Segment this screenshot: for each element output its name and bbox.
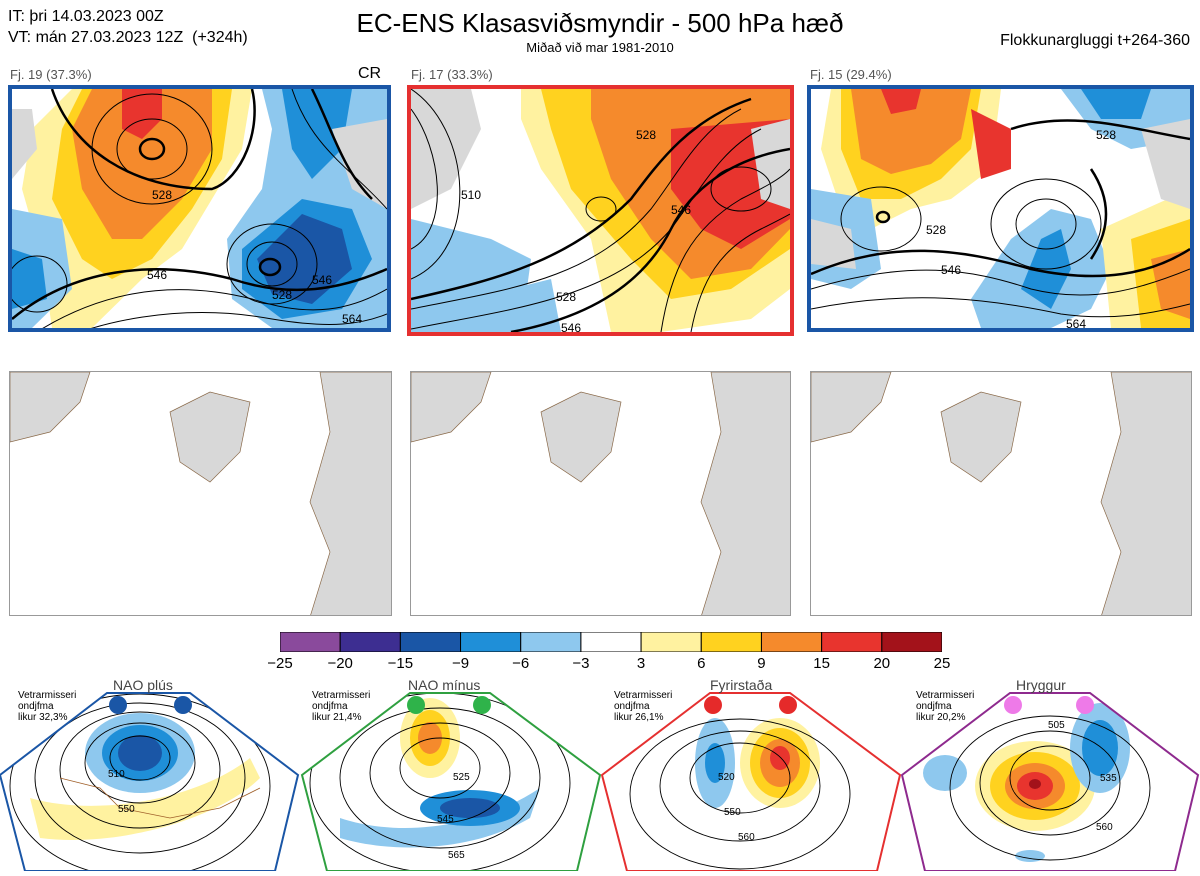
cluster-map-1: 528 546 528 546 564 xyxy=(8,85,391,332)
colorbar-swatch xyxy=(760,631,823,653)
svg-text:546: 546 xyxy=(671,203,691,217)
regime-4-name: Hryggur xyxy=(1016,677,1066,693)
cluster-map-3: 528 546 528 564 xyxy=(807,85,1194,332)
regime-2-dot-a xyxy=(407,696,425,714)
colorbar-tick-label: −3 xyxy=(572,655,590,672)
regime-1-dot-a xyxy=(109,696,127,714)
regime-3-note: Vetrarmisseri ondjfma likur 26,1% xyxy=(614,690,673,723)
anomaly-map-1 xyxy=(9,371,392,616)
colorbar-swatch xyxy=(399,631,462,653)
regime-4-dot-b xyxy=(1076,696,1094,714)
colorbar-swatch xyxy=(279,631,341,653)
colorbar-tick-label: −20 xyxy=(327,655,353,672)
regime-3-contour-b: 550 xyxy=(724,807,741,818)
colorbar-swatch xyxy=(881,631,943,653)
svg-text:528: 528 xyxy=(926,223,946,237)
regime-4-contour-a: 505 xyxy=(1048,720,1065,731)
colorbar-swatch xyxy=(580,631,642,653)
cluster-3-label: Fj. 15 (29.4%) xyxy=(810,67,892,82)
regime-4-dot-a xyxy=(1004,696,1022,714)
colorbar-swatch xyxy=(520,631,582,653)
colorbar-tick-label: 20 xyxy=(873,655,891,672)
header-info: IT: þri 14.03.2023 00Z VT: mán 27.03.202… xyxy=(8,6,248,48)
regime-1-dot-b xyxy=(174,696,192,714)
regime-1-note: Vetrarmisseri ondjfma likur 32,3% xyxy=(18,690,77,723)
classification-window: Flokkunargluggi t+264-360 xyxy=(1000,32,1190,49)
anomaly-map-3 xyxy=(810,371,1192,616)
svg-text:546: 546 xyxy=(941,263,961,277)
colorbar-tick-label: 6 xyxy=(697,655,706,672)
colorbar-tick-label: −25 xyxy=(267,655,293,672)
regime-3-name: Fyrirstaða xyxy=(710,677,773,693)
anomaly-map-2 xyxy=(410,371,791,616)
regime-2-dot-b xyxy=(473,696,491,714)
svg-text:510: 510 xyxy=(461,188,481,202)
regime-1-contour-b: 550 xyxy=(118,804,135,815)
colorbar-swatch xyxy=(640,631,702,653)
svg-text:528: 528 xyxy=(152,188,172,202)
cluster-1-label: Fj. 19 (37.3%) xyxy=(10,67,92,82)
colorbar-swatch xyxy=(700,631,762,653)
colorbar-tick-label: 9 xyxy=(757,655,766,672)
initial-time: IT: þri 14.03.2023 00Z xyxy=(8,8,164,25)
regime-2-contour-c: 565 xyxy=(448,850,465,861)
regime-1-name: NAO plús xyxy=(113,677,173,693)
cluster-2-label: Fj. 17 (33.3%) xyxy=(411,67,493,82)
regime-3-contour-c: 560 xyxy=(738,832,755,843)
regime-2-contour-b: 545 xyxy=(437,814,454,825)
svg-text:546: 546 xyxy=(561,321,581,332)
svg-text:528: 528 xyxy=(556,290,576,304)
svg-text:546: 546 xyxy=(312,273,332,287)
regime-3-contour-a: 520 xyxy=(718,772,735,783)
regime-3-dot-a xyxy=(704,696,722,714)
colorbar-tick-label: −9 xyxy=(451,655,470,672)
colorbar-swatch xyxy=(339,631,401,653)
page-subtitle: Miðað við mar 1981-2010 xyxy=(526,40,674,55)
regime-2-name: NAO mínus xyxy=(408,677,481,693)
regime-1-contour-a: 510 xyxy=(108,769,125,780)
colorbar-tick-label: −6 xyxy=(512,655,530,672)
svg-text:528: 528 xyxy=(272,288,292,302)
regime-3-dot-b xyxy=(779,696,797,714)
svg-text:546: 546 xyxy=(147,268,167,282)
regime-fans xyxy=(0,692,1200,872)
valid-time: VT: mán 27.03.2023 12Z (+324h) xyxy=(8,29,248,46)
page-title: EC-ENS Klasasviðsmyndir - 500 hPa hæð xyxy=(356,8,844,38)
svg-text:564: 564 xyxy=(1066,317,1086,328)
regime-2-contour-a: 525 xyxy=(453,772,470,783)
colorbar-tick-label: 15 xyxy=(813,655,830,672)
regime-2-note: Vetrarmisseri ondjfma likur 21,4% xyxy=(312,690,371,723)
colorbar-swatches xyxy=(279,631,943,653)
colorbar xyxy=(279,631,943,653)
colorbar-swatch xyxy=(460,631,522,653)
svg-text:528: 528 xyxy=(1096,128,1116,142)
colorbar-tick-label: 3 xyxy=(636,655,646,672)
colorbar-tick-label: 25 xyxy=(933,655,951,672)
colorbar-swatch xyxy=(821,631,883,653)
regime-4-contour-c: 560 xyxy=(1096,822,1113,833)
cluster-1-tag: CR xyxy=(358,65,382,82)
regime-4-contour-b: 535 xyxy=(1100,773,1117,784)
colorbar-tick-label: −15 xyxy=(387,655,414,672)
regime-row xyxy=(0,678,1200,872)
svg-text:564: 564 xyxy=(342,312,362,326)
regime-4-note: Vetrarmisseri ondjfma likur 20,2% xyxy=(916,690,975,723)
cluster-map-2: 510 528 528 546 546 xyxy=(407,85,794,336)
svg-text:528: 528 xyxy=(636,128,656,142)
